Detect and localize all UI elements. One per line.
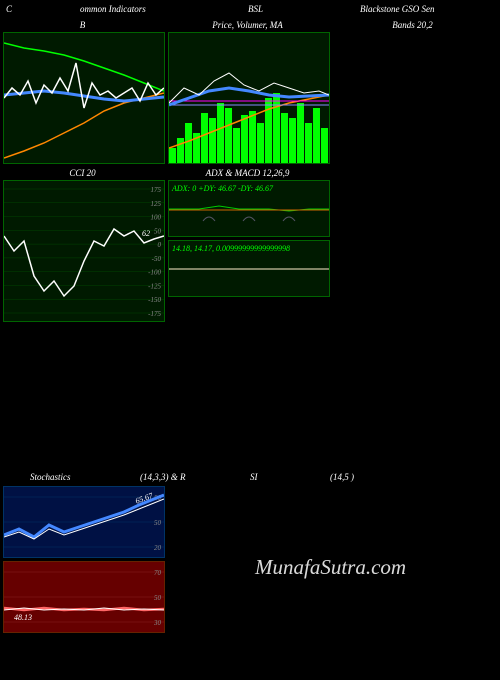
chart3-title: CCI 20	[0, 166, 165, 180]
chart-row-3: 80502065.67 70503048.13	[0, 486, 500, 633]
hdr-name: Blackstone GSO Sen	[360, 4, 434, 14]
rsi-params: (14,5 )	[330, 472, 354, 482]
price-volume-chart	[168, 32, 330, 164]
hdr-ind: ommon Indicators	[80, 4, 146, 14]
svg-text:14.18, 14.17, 0.009999999999: 14.18, 14.17, 0.00999999999999998	[172, 244, 290, 253]
rsi-chart: 70 50 30 48.13	[3, 561, 165, 633]
svg-text:50: 50	[154, 594, 162, 602]
svg-text:0: 0	[158, 241, 162, 249]
stoch-params: (14,3,3) & R	[140, 472, 186, 482]
chart2-title-right: Bands 20,2	[330, 18, 495, 32]
chart4-title: ADX & MACD 12,26,9	[165, 166, 330, 180]
svg-text:20: 20	[154, 544, 162, 552]
b-chart	[3, 32, 165, 164]
chart1-title: B	[0, 18, 165, 32]
svg-text:100: 100	[151, 214, 162, 222]
svg-text:-125: -125	[148, 282, 161, 290]
chart2-title: Price, Volumer, MA	[165, 18, 330, 32]
svg-text:62: 62	[142, 229, 150, 238]
chart-row-2: 175 125 100 50 0 -50 -100 -125 -150 -175 62 ADX: 0…	[0, 180, 500, 322]
svg-text:70: 70	[154, 569, 162, 577]
macd-chart: 14.18, 14.17, 0.00999999999999998	[168, 240, 330, 297]
chart-row-1	[0, 32, 500, 164]
row3-titles: Stochastics (14,3,3) & R SI (14,5 )	[0, 472, 500, 486]
svg-text:175: 175	[151, 186, 162, 194]
svg-text:-100: -100	[148, 269, 161, 277]
row1-titles: B Price, Volumer, MA Bands 20,2	[0, 18, 500, 32]
svg-text:30: 30	[153, 619, 162, 627]
adx-chart: ADX: 0 +DY: 46.67 -DY: 46.67	[168, 180, 330, 237]
svg-text:-150: -150	[148, 296, 161, 304]
svg-text:48.13: 48.13	[14, 613, 32, 622]
stoch-rsi-col: 80502065.67 70503048.13	[3, 486, 165, 633]
cci-chart: 175 125 100 50 0 -50 -100 -125 -150 -175 62	[3, 180, 165, 322]
hdr-sym: BSL	[248, 4, 263, 14]
header-row: C ommon Indicators BSL Blackstone GSO Se…	[0, 0, 500, 18]
stochastics-chart: 80502065.67	[3, 486, 165, 558]
svg-text:50: 50	[154, 227, 162, 235]
rsi-title: SI	[250, 472, 258, 482]
watermark: MunafaSutra.com	[255, 555, 406, 580]
svg-text:-50: -50	[152, 255, 162, 263]
svg-text:50: 50	[154, 519, 162, 527]
stoch-title: Stochastics	[30, 472, 71, 482]
svg-text:-175: -175	[148, 310, 161, 318]
spacer	[0, 322, 500, 472]
row2-titles: CCI 20 ADX & MACD 12,26,9	[0, 166, 500, 180]
svg-text:ADX: 0 +DY: 46.67 -DY: 46.67: ADX: 0 +DY: 46.67 -DY: 46.67	[171, 184, 274, 193]
hdr-c: C	[6, 4, 12, 14]
svg-text:125: 125	[151, 200, 162, 208]
adx-macd-col: ADX: 0 +DY: 46.67 -DY: 46.67 14.18, 14.1…	[168, 180, 330, 322]
